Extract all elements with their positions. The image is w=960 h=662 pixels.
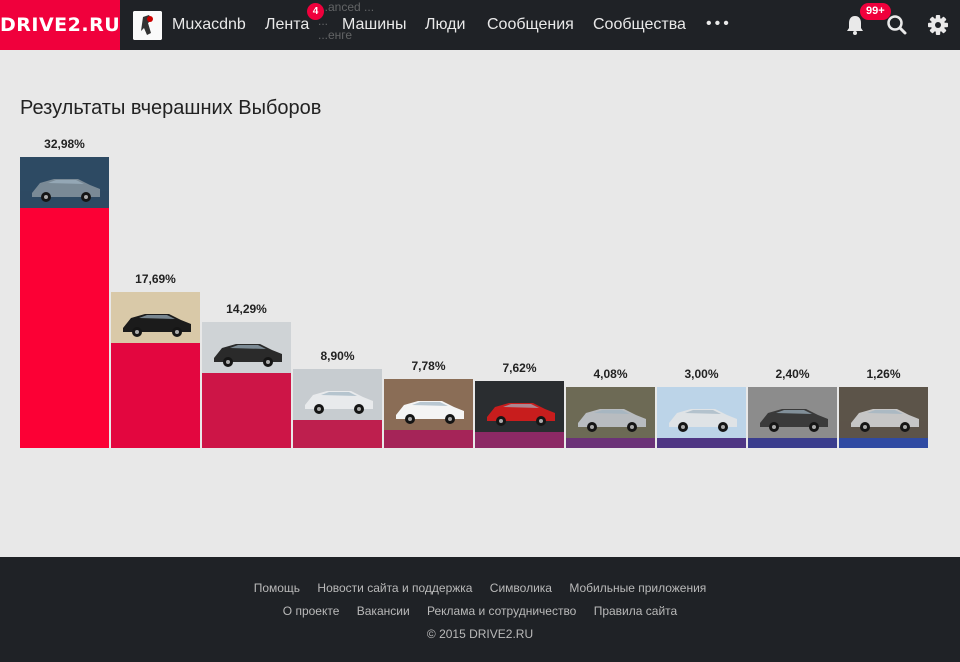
bar-fill (748, 438, 837, 448)
car-photo[interactable] (839, 387, 928, 438)
car-photo[interactable] (566, 387, 655, 438)
footer-links-row-2: О проекте Вакансии Реклама и сотрудничес… (0, 604, 960, 618)
more-menu-button[interactable]: ••• (706, 15, 732, 32)
chart-bar[interactable] (293, 369, 382, 448)
nav-communities[interactable]: Сообщества (593, 16, 686, 33)
top-navbar: DRIVE2.RU ...anced ... ... ...енге Muxac… (0, 0, 960, 50)
bar-fill (566, 438, 655, 448)
footer-link-about[interactable]: О проекте (282, 604, 340, 618)
chart-bar[interactable] (657, 387, 746, 448)
nav-cars[interactable]: Машины (342, 16, 407, 33)
chart-bar[interactable] (566, 387, 655, 448)
nav-messages[interactable]: Сообщения (487, 16, 574, 33)
results-bar-chart: 32,98% 17,69% 14,29% 8,90% 7,78% 7,62% 4,08% 3,… (20, 128, 930, 448)
chart-bar[interactable] (839, 387, 928, 448)
footer-link-symbols[interactable]: Символика (489, 581, 552, 595)
chart-bar[interactable] (202, 321, 291, 448)
car-photo[interactable] (111, 291, 200, 343)
bar-fill (202, 372, 291, 448)
bar-value-label: 14,29% (226, 301, 267, 316)
chart-bar[interactable] (475, 380, 564, 448)
bar-fill (657, 438, 746, 448)
nav-feed[interactable]: Лента (265, 16, 310, 33)
bar-value-label: 17,69% (135, 271, 176, 286)
nav-people[interactable]: Люди (425, 16, 466, 33)
car-photo[interactable] (657, 387, 746, 438)
chart-bar[interactable] (20, 157, 109, 448)
bar-value-label: 2,40% (775, 367, 810, 381)
notifications-badge: 99+ (860, 3, 891, 20)
bar-fill (839, 438, 928, 448)
site-logo[interactable]: DRIVE2.RU (0, 0, 120, 50)
bar-value-label: 7,78% (411, 359, 446, 374)
gear-icon[interactable] (925, 12, 951, 38)
bar-fill (293, 420, 382, 448)
bar-fill (475, 431, 564, 448)
chart-bar[interactable] (384, 379, 473, 448)
footer-link-mobile-apps[interactable]: Мобильные приложения (569, 581, 707, 595)
car-photo[interactable] (384, 379, 473, 431)
chart-bar[interactable] (111, 291, 200, 448)
footer-link-jobs[interactable]: Вакансии (356, 604, 410, 618)
bar-value-label: 1,26% (866, 367, 901, 381)
footer-link-news[interactable]: Новости сайта и поддержка (317, 581, 473, 595)
bell-icon[interactable] (842, 12, 868, 38)
bar-value-label: 3,00% (684, 367, 719, 381)
footer-link-help[interactable]: Помощь (253, 581, 301, 595)
bar-value-label: 7,62% (502, 360, 537, 375)
car-photo[interactable] (475, 380, 564, 432)
bar-value-label: 4,08% (593, 367, 628, 381)
chart-bar[interactable] (748, 387, 837, 448)
footer-link-ads[interactable]: Реклама и сотрудничество (427, 604, 577, 618)
footer-links-row-1: Помощь Новости сайта и поддержка Символи… (0, 581, 960, 595)
car-photo[interactable] (20, 157, 109, 208)
bar-fill (384, 430, 473, 448)
ghost-text: ...anced ... ... ...енге (318, 0, 375, 42)
feed-badge: 4 (307, 3, 324, 20)
footer-link-rules[interactable]: Правила сайта (593, 604, 678, 618)
page-title: Результаты вчерашних Выборов (20, 97, 322, 119)
copyright: © 2015 DRIVE2.RU (426, 627, 534, 641)
bar-value-label: 8,90% (320, 349, 355, 364)
user-avatar[interactable] (133, 11, 162, 40)
search-icon[interactable] (884, 12, 910, 38)
bar-fill (20, 208, 109, 448)
bar-fill (111, 342, 200, 448)
car-photo[interactable] (202, 321, 291, 373)
nav-username[interactable]: Muxacdnb (172, 16, 246, 33)
car-photo[interactable] (748, 387, 837, 438)
bar-value-label: 32,98% (44, 137, 85, 151)
car-photo[interactable] (293, 369, 382, 421)
footer: Помощь Новости сайта и поддержка Символи… (0, 557, 960, 662)
